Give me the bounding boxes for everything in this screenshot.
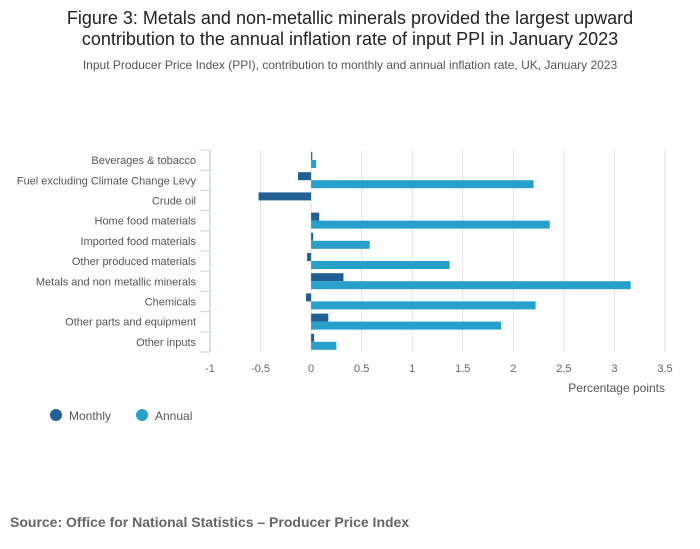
bar-monthly	[311, 232, 314, 241]
y-category-label: Home food materials	[95, 216, 197, 228]
x-tick-label: 0.5	[354, 363, 369, 375]
legend-marker-annual	[136, 409, 148, 421]
x-tick-label: 1.5	[455, 363, 470, 375]
source-note: Source: Office for National Statistics –…	[10, 514, 409, 530]
chart-subtitle: Input Producer Price Index (PPI), contri…	[83, 58, 618, 72]
y-category-label: Chemicals	[145, 297, 197, 309]
bar-monthly	[297, 172, 312, 181]
bar-annual	[311, 160, 317, 168]
bar-monthly	[311, 333, 315, 342]
chart-title-line: contribution to the annual inflation rat…	[82, 29, 618, 49]
y-category-label: Other inputs	[136, 337, 196, 349]
x-tick-label: -0.5	[251, 363, 270, 375]
bar-annual	[311, 321, 502, 330]
y-category-label: Metals and non metallic minerals	[36, 276, 197, 288]
legend-marker-monthly	[50, 409, 62, 421]
y-category-label: Imported food materials	[80, 236, 196, 248]
bar-annual	[311, 180, 534, 189]
y-category-label: Crude oil	[152, 196, 196, 208]
bar-annual	[311, 341, 337, 350]
bar-monthly	[311, 313, 329, 322]
bar-annual	[311, 240, 370, 249]
y-category-label: Beverages & tobacco	[91, 155, 196, 167]
y-category-label: Other parts and equipment	[65, 317, 196, 329]
y-category-label: Fuel excluding Climate Change Levy	[17, 175, 197, 187]
bar-annual	[311, 220, 550, 229]
bar-monthly	[258, 192, 312, 201]
bar-monthly	[311, 273, 344, 282]
x-tick-label: 2.5	[556, 363, 571, 375]
bar-annual	[311, 281, 631, 290]
bar-annual	[311, 301, 536, 310]
chart-title-line: Figure 3: Metals and non-metallic minera…	[67, 8, 633, 28]
x-tick-label: 2	[510, 363, 516, 375]
x-tick-label: -1	[205, 363, 215, 375]
bar-annual	[311, 261, 450, 269]
bar-monthly	[306, 293, 312, 302]
legend-label: Annual	[155, 409, 192, 423]
x-tick-label: 0	[308, 363, 314, 375]
bar-monthly	[311, 212, 320, 221]
bar-monthly	[307, 253, 312, 261]
x-tick-label: 1	[409, 363, 415, 375]
y-category-label: Other produced materials	[72, 256, 197, 268]
x-tick-label: 3.5	[657, 363, 672, 375]
legend-label: Monthly	[69, 409, 111, 423]
x-axis-label: Percentage points	[568, 381, 665, 395]
bar-monthly	[311, 152, 313, 160]
x-tick-label: 3	[611, 363, 617, 375]
